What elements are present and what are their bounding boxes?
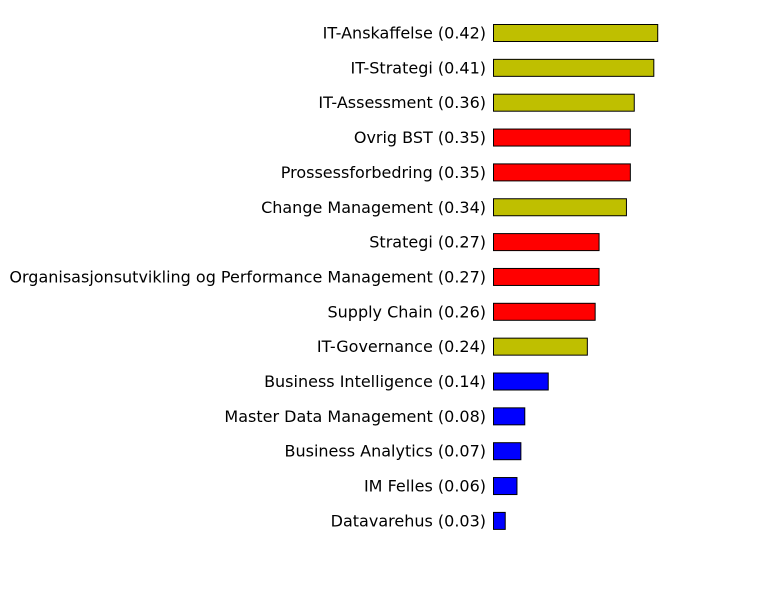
category-label: Organisasjonsutvikling og Performance Ma… xyxy=(9,267,486,286)
category-label: Change Management (0.34) xyxy=(261,198,486,217)
category-label: Business Intelligence (0.14) xyxy=(264,372,486,391)
category-label: Datavarehus (0.03) xyxy=(331,511,486,530)
bar xyxy=(493,163,631,182)
bar xyxy=(493,337,588,356)
category-labels: IT-Anskaffelse (0.42) IT-Strategi (0.41) I… xyxy=(9,24,486,531)
category-label: Prossessforbedring (0.35) xyxy=(281,163,486,182)
category-label: Strategi (0.27) xyxy=(369,233,486,252)
category-label: IT-Strategi (0.41) xyxy=(350,58,486,77)
bars xyxy=(493,24,659,530)
bar xyxy=(493,93,635,112)
category-label: Master Data Management (0.08) xyxy=(224,407,486,426)
bar xyxy=(493,128,631,147)
bar xyxy=(493,267,600,286)
bar xyxy=(493,511,506,530)
category-label: IT-Assessment (0.36) xyxy=(318,93,486,112)
bar xyxy=(493,372,549,391)
bar xyxy=(493,442,522,461)
category-label: Business Analytics (0.07) xyxy=(285,442,487,461)
category-label: Ovrig BST (0.35) xyxy=(354,128,486,147)
category-label: Supply Chain (0.26) xyxy=(327,302,486,321)
bar xyxy=(493,233,600,252)
bar xyxy=(493,198,627,217)
category-label: IT-Governance (0.24) xyxy=(317,337,486,356)
bar xyxy=(493,477,518,496)
bar xyxy=(493,302,596,321)
bar xyxy=(493,58,655,77)
category-label: IM Felles (0.06) xyxy=(364,477,486,496)
category-label: IT-Anskaffelse (0.42) xyxy=(323,24,486,43)
bar xyxy=(493,24,659,42)
bar xyxy=(493,407,526,426)
